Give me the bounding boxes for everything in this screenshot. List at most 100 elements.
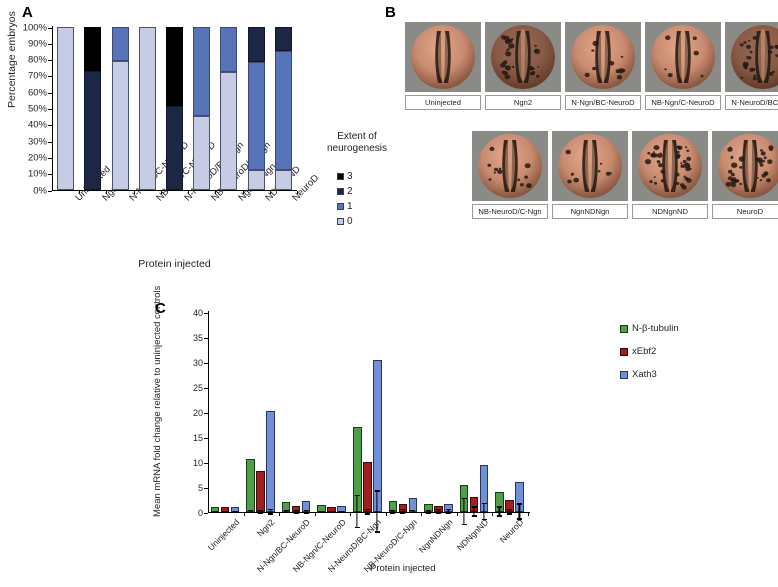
panel-a-legend-swatch: [337, 203, 344, 210]
embryo-icon: [638, 134, 702, 198]
panel-b-caption: Uninjected: [405, 95, 481, 110]
panel-a-bar-segment-1: [193, 26, 211, 117]
panel-c-x-tick: [385, 513, 387, 516]
panel-a-legend-item: 2: [337, 184, 415, 199]
panel-c-y-tick-label: 20: [192, 407, 203, 418]
panel-a-x-tick: [106, 191, 108, 194]
panel-c-bar-body: [363, 461, 372, 512]
panel-a-bar: [274, 26, 292, 190]
panel-c-legend-swatch: [620, 324, 628, 333]
panel-a-y-tick-label: 30%: [27, 136, 47, 148]
panel-c-legend-item: xEbf2: [620, 340, 679, 363]
panel-c-bar-xEbf2: [434, 506, 443, 514]
panel-b-embryo-image: [472, 131, 548, 201]
panel-a-x-tick-label: NgnNDNgn: [236, 161, 278, 203]
panel-c-letter: C: [155, 300, 166, 317]
embryo-icon: [731, 25, 778, 89]
panel-a-x-tick-label: NDNgnND: [263, 164, 303, 204]
panel-a-x-tick: [79, 191, 81, 194]
panel-c-bar-Ntubulin: [246, 458, 255, 513]
panel-b-caption: NeuroD: [712, 204, 778, 219]
panel-b-cell: NgnNDNgn: [550, 131, 630, 219]
panel-c-y-axis: [208, 311, 209, 513]
panel-b-embryo-image: [565, 22, 641, 92]
panel-c-x-tick: [350, 513, 352, 516]
panel-a-y-tick: [48, 27, 52, 29]
panel-a-legend-title: Extent of neurogenesis: [315, 131, 399, 155]
panel-a-x-tick-label: N-NeuroD/BC-Ngn: [181, 139, 246, 204]
embryo-icon: [558, 134, 622, 198]
panel-c-error-bar: [427, 509, 429, 514]
panel-c-legend-item: Xath3: [620, 363, 679, 386]
panel-c-bar-group: [353, 311, 383, 533]
panel-a-y-tick-label: 60%: [27, 87, 47, 99]
panel-a-y-tick: [48, 190, 52, 192]
panel-a-x-axis: [52, 189, 297, 191]
panel-a-bar: [220, 26, 238, 190]
panel-c-x-tick-label: NDNgnND: [454, 517, 490, 553]
panel-a-bar-segment-0: [247, 169, 265, 190]
panel-c-bar-xEbf2: [220, 506, 230, 513]
panel-b-cell: NB-Ngn/C-NeuroD: [643, 22, 723, 110]
panel-c-legend-swatch: [620, 347, 628, 356]
panel-c-x-tick-label: Ngn2: [254, 517, 277, 539]
panel-a-y-tick: [48, 76, 52, 78]
panel-c-bar-group: [317, 311, 347, 513]
panel-a-y-tick: [48, 141, 52, 143]
panel-c-bar-group: [210, 311, 241, 513]
panel-a-y-tick-label: 50%: [27, 103, 47, 115]
panel-c-error-bar: [234, 510, 236, 513]
panel-a-x-tick-label: NB-Ngn/C-NeuroD: [154, 139, 219, 204]
panel-c-x-tick-label: NgnNDNgn: [416, 517, 455, 555]
panel-a-x-tick-label: Uninjected: [73, 164, 113, 204]
embryo-icon: [491, 25, 555, 89]
panel-a-y-tick-label: 40%: [27, 119, 47, 131]
panel-c-error-bar: [412, 510, 414, 513]
panel-a-bar-segment-2: [274, 26, 292, 51]
embryo-icon: [718, 134, 778, 198]
panel-c-y-tick: [204, 362, 208, 364]
panel-c-error-bar: [259, 509, 262, 514]
panel-b-image-row-1: Uninjected Ngn2 N-Ngn/BC-NeuroD NB-Ngn/C-Ne…: [403, 22, 778, 110]
panel-a-bar-segment-0: [57, 26, 75, 190]
panel-c-error-bar: [437, 509, 439, 514]
panel-a-x-tick-label: N-Ngn/BC-NeuroD: [127, 139, 192, 204]
panel-a-bar-segment-2: [84, 70, 102, 190]
panel-c-bar-xEbf2: [327, 507, 336, 513]
panel-c-bar-xEbf2: [505, 500, 514, 515]
panel-b-caption: NDNgnND: [632, 204, 708, 219]
panel-c-bar-body: [373, 359, 382, 512]
panel-c-bar-group: [281, 311, 312, 514]
panel-c-x-tick: [492, 513, 494, 516]
panel-c-x-axis: [208, 511, 530, 513]
panel-c-legend: N-β-tubulin xEbf2 Xath3: [620, 317, 679, 386]
panel-c-error-bar: [366, 508, 368, 515]
panel-c: C Mean mRNA fold change relative to unin…: [140, 286, 778, 587]
panel-c-bar-Ntubulin: [495, 491, 504, 517]
panel-a-bar-segment-0: [193, 116, 211, 190]
panel-c-x-tick: [243, 513, 245, 516]
panel-c-error-bar: [376, 490, 378, 533]
panel-a-bar-segment-1: [247, 62, 265, 170]
panel-b-cell: NB-NeuroD/C-Ngn: [470, 131, 550, 219]
panel-a-legend-label: 0: [347, 216, 353, 227]
panel-a-legend-title-line2: neurogenesis: [326, 143, 388, 154]
panel-a-y-tick-label: 20%: [27, 152, 47, 164]
panel-a-bar-segment-0: [111, 60, 129, 190]
panel-a-x-tick: [269, 191, 271, 194]
panel-c-y-tick-label: 15: [192, 432, 203, 443]
panel-a-legend-title-line1: Extent of: [337, 131, 377, 142]
panel-a-x-tick-label: Ngn2: [100, 179, 124, 204]
panel-c-bar-body: [266, 411, 275, 512]
panel-a-x-axis-title: Protein injected: [138, 258, 211, 270]
panel-a-legend-swatch: [337, 173, 344, 180]
panel-b-caption: NgnNDNgn: [552, 204, 628, 219]
panel-c-legend-label: N-β-tubulin: [632, 323, 679, 334]
panel-c-bar-group: [459, 311, 490, 526]
panel-b-caption: Ngn2: [485, 95, 561, 110]
panel-c-bar-Ntubulin: [210, 506, 220, 513]
panel-c-x-tick: [528, 513, 529, 516]
panel-b-caption: N-NeuroD/BC-Ngn: [725, 95, 778, 110]
panel-a-y-tick-label: 10%: [27, 168, 47, 180]
panel-c-y-tick-label: 30: [192, 357, 203, 368]
